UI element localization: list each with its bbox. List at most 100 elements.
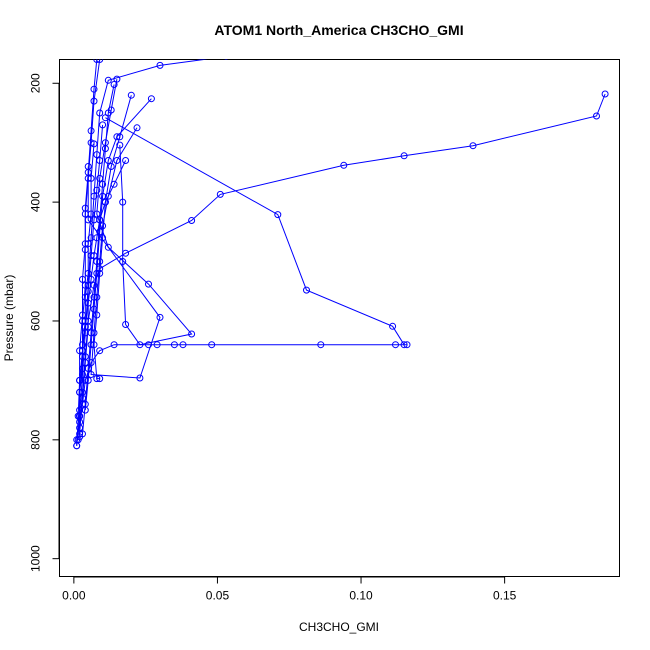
series-line	[79, 124, 104, 434]
data-point	[84, 269, 92, 277]
series-line	[82, 117, 407, 405]
data-point	[73, 442, 81, 450]
x-axis-label: CH3CHO_GMI	[299, 620, 379, 634]
profile-series	[90, 91, 135, 383]
data-point	[84, 323, 92, 331]
y-tick-label: 400	[29, 192, 43, 212]
plot-area	[73, 59, 609, 450]
data-point	[116, 133, 124, 141]
x-tick-label: 0.15	[493, 589, 517, 603]
data-point	[101, 198, 109, 206]
series-line	[79, 93, 606, 428]
data-point	[76, 376, 84, 384]
series-line	[79, 143, 95, 417]
data-point	[179, 341, 187, 349]
y-tick-label: 800	[29, 429, 43, 449]
series-line	[87, 127, 161, 379]
y-tick-label: 1000	[29, 545, 43, 572]
data-point	[81, 359, 89, 367]
data-point	[90, 97, 98, 105]
data-point	[90, 216, 98, 224]
data-point	[153, 341, 161, 349]
series-line	[96, 79, 193, 346]
data-point	[403, 341, 411, 349]
data-point	[113, 75, 121, 83]
data-point	[593, 112, 600, 120]
x-axis: 0.00 0.05 0.10 0.15	[62, 576, 517, 603]
data-point	[119, 198, 127, 206]
data-point	[145, 341, 152, 349]
data-point	[107, 163, 115, 170]
data-point	[156, 313, 164, 321]
data-point	[90, 140, 98, 148]
data-point	[303, 286, 310, 294]
data-point	[317, 341, 325, 349]
data-point	[122, 321, 130, 328]
data-point	[400, 152, 408, 160]
series-line	[93, 95, 132, 380]
data-point	[170, 341, 178, 349]
data-point	[136, 374, 144, 382]
data-point	[110, 180, 118, 188]
data-point	[93, 234, 101, 242]
data-point	[156, 61, 164, 69]
series-line	[84, 98, 152, 411]
data-point	[93, 375, 101, 383]
data-point	[90, 85, 98, 93]
y-tick-label: 200	[29, 73, 43, 93]
data-point	[96, 347, 104, 355]
x-tick-label: 0.05	[206, 589, 230, 603]
data-point	[145, 280, 152, 288]
x-tick-label: 0.10	[349, 589, 373, 603]
data-point	[96, 157, 104, 164]
data-point	[119, 258, 127, 265]
data-point	[110, 341, 118, 349]
series-line	[82, 84, 115, 434]
data-point	[90, 281, 98, 289]
data-point	[274, 211, 282, 219]
chart-title: ATOM1 North_America CH3CHO_GMI	[214, 22, 463, 38]
data-point	[104, 76, 112, 84]
y-tick-label: 600	[29, 311, 43, 331]
data-point	[147, 95, 155, 103]
data-point	[90, 341, 98, 349]
data-point	[87, 174, 95, 182]
data-point	[127, 91, 135, 99]
data-point	[96, 269, 104, 277]
data-point	[87, 275, 95, 283]
data-point	[136, 341, 144, 349]
data-point	[90, 293, 98, 301]
data-point	[87, 127, 95, 135]
data-point	[110, 81, 118, 88]
data-point	[104, 243, 112, 251]
data-point	[84, 163, 92, 170]
data-point	[79, 430, 86, 438]
profile-series	[93, 75, 196, 349]
y-axis-label: Pressure (mbar)	[2, 275, 16, 362]
data-point	[87, 252, 95, 260]
data-point	[601, 90, 609, 98]
data-point	[84, 287, 92, 295]
data-point	[84, 376, 92, 384]
data-point	[113, 157, 121, 164]
data-point	[101, 145, 109, 153]
data-point	[104, 157, 112, 164]
data-point	[93, 311, 101, 319]
data-point	[96, 109, 104, 117]
y-axis: 200 400 600 800 1000	[29, 73, 60, 572]
data-point	[224, 59, 228, 60]
x-tick-label: 0.00	[62, 589, 86, 603]
data-point	[84, 240, 92, 248]
data-point	[96, 59, 104, 63]
data-point	[76, 412, 84, 420]
data-point	[79, 341, 86, 349]
data-point	[99, 180, 107, 188]
data-point	[93, 258, 101, 265]
data-point	[400, 341, 408, 349]
data-point	[93, 59, 101, 63]
data-point	[188, 217, 196, 224]
data-point	[93, 186, 101, 194]
data-point	[79, 394, 86, 402]
data-point	[216, 190, 224, 198]
